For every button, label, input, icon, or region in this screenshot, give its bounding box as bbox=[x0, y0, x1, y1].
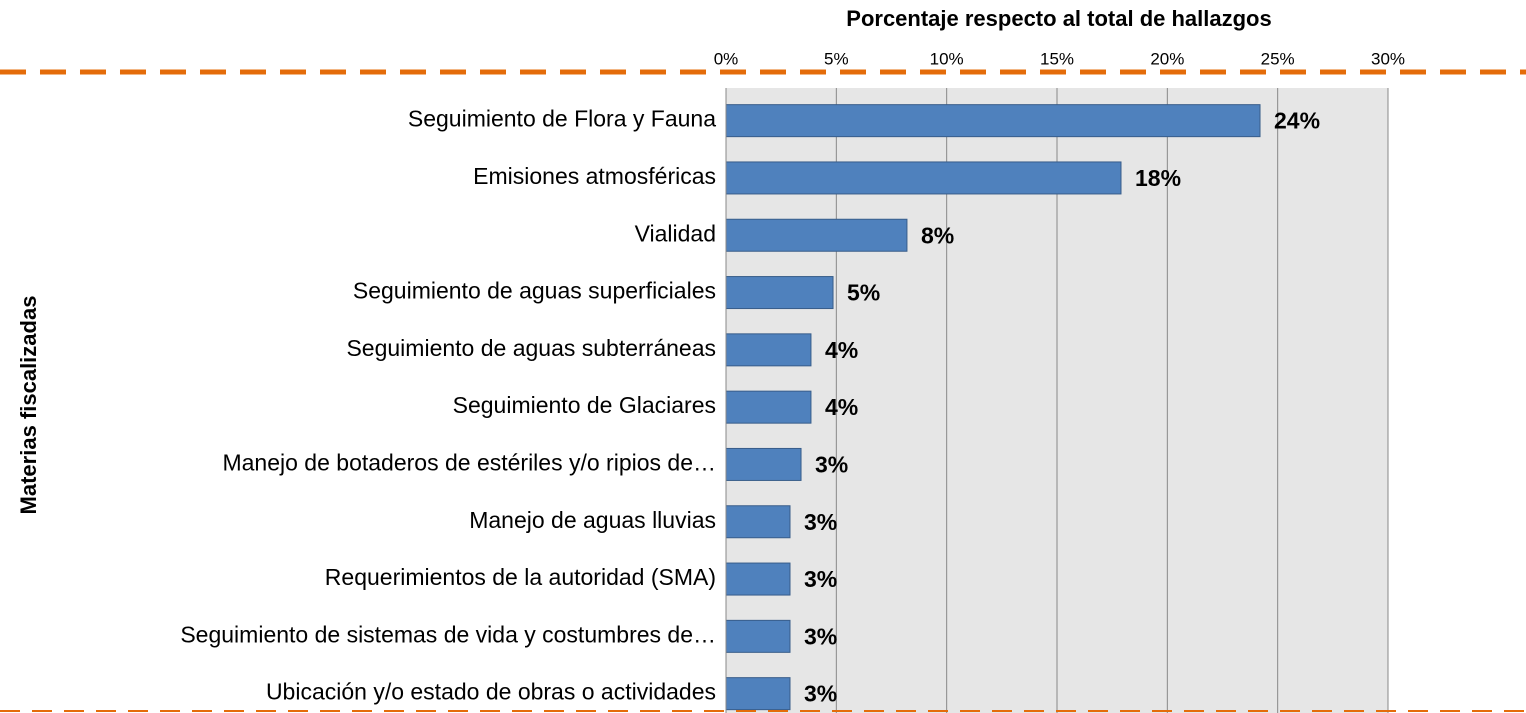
y-tick-label: Seguimiento de sistemas de vida y costum… bbox=[180, 621, 716, 647]
bar bbox=[725, 619, 791, 653]
bar bbox=[725, 505, 791, 539]
x-tick-label: 15% bbox=[1040, 49, 1074, 68]
x-tick-label: 0% bbox=[714, 49, 739, 68]
data-label: 4% bbox=[825, 394, 858, 420]
data-label: 8% bbox=[921, 222, 954, 248]
x-tick-label: 10% bbox=[930, 49, 964, 68]
bar bbox=[725, 562, 791, 596]
x-tick-label: 25% bbox=[1261, 49, 1295, 68]
bar bbox=[725, 447, 802, 481]
chart-title: Porcentaje respecto al total de hallazgo… bbox=[846, 6, 1271, 31]
y-tick-label: Manejo de aguas lluvias bbox=[469, 507, 716, 533]
bar bbox=[725, 677, 791, 711]
bar bbox=[725, 218, 908, 252]
data-label: 24% bbox=[1274, 108, 1320, 134]
x-tick-label: 20% bbox=[1150, 49, 1184, 68]
x-tick-label: 30% bbox=[1371, 49, 1405, 68]
y-tick-label: Ubicación y/o estado de obras o activida… bbox=[266, 679, 716, 705]
data-label: 5% bbox=[847, 280, 880, 306]
x-tick-label: 5% bbox=[824, 49, 849, 68]
y-tick-label: Seguimiento de Glaciares bbox=[453, 392, 716, 418]
data-label: 18% bbox=[1135, 165, 1181, 191]
bar bbox=[725, 333, 812, 367]
y-tick-label: Seguimiento de aguas subterráneas bbox=[346, 335, 716, 361]
y-tick-label: Manejo de botaderos de estériles y/o rip… bbox=[222, 450, 716, 476]
bar bbox=[725, 390, 812, 424]
plot-layer: 0% 5% 10% 15% 20% 25% 30% Seguimiento de Flora … bbox=[180, 49, 1405, 713]
bar bbox=[725, 161, 1122, 195]
y-axis-title: Materias fiscalizadas bbox=[16, 296, 41, 515]
y-tick-label: Emisiones atmosféricas bbox=[473, 163, 716, 189]
data-label: 3% bbox=[804, 623, 837, 649]
y-tick-label: Seguimiento de Flora y Fauna bbox=[408, 106, 716, 132]
data-label: 3% bbox=[804, 681, 837, 707]
bar bbox=[725, 276, 834, 310]
data-label: 3% bbox=[815, 452, 848, 478]
data-label: 4% bbox=[825, 337, 858, 363]
bar bbox=[725, 104, 1261, 138]
y-tick-label: Seguimiento de aguas superficiales bbox=[353, 278, 716, 304]
y-tick-label: Vialidad bbox=[635, 220, 716, 246]
y-tick-label: Requerimientos de la autoridad (SMA) bbox=[325, 564, 716, 590]
data-label: 3% bbox=[804, 509, 837, 535]
data-label: 3% bbox=[804, 566, 837, 592]
